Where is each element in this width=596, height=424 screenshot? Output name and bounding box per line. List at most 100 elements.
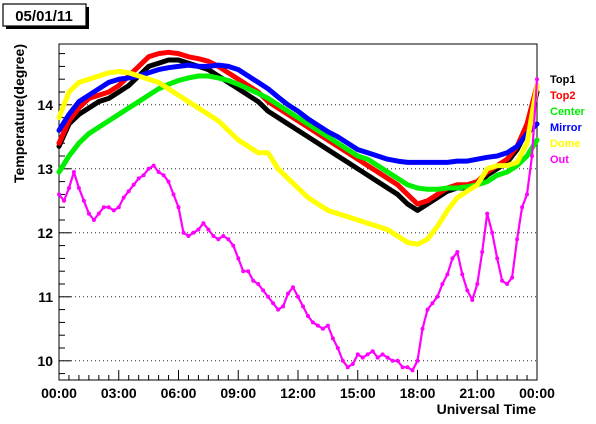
data-point	[131, 182, 136, 187]
data-point	[435, 160, 439, 164]
data-point	[346, 160, 350, 164]
series-out	[57, 77, 539, 373]
data-point	[306, 122, 310, 126]
data-point	[445, 186, 449, 190]
data-point	[216, 63, 220, 67]
data-point	[241, 269, 246, 274]
data-point	[111, 208, 116, 213]
data-point	[315, 323, 320, 328]
data-point	[410, 368, 415, 373]
data-point	[101, 205, 106, 210]
data-point	[330, 336, 335, 341]
data-point	[286, 176, 290, 180]
data-point	[226, 71, 230, 75]
data-point	[87, 93, 91, 97]
data-point	[77, 80, 81, 84]
y-tick-label: 13	[37, 161, 53, 177]
data-point	[221, 234, 226, 238]
data-point	[86, 211, 91, 216]
data-point	[465, 189, 469, 193]
data-point	[340, 358, 345, 363]
data-point	[96, 211, 101, 216]
data-point	[320, 326, 325, 331]
data-point	[97, 100, 101, 104]
x-tick-label: 00:00	[41, 385, 77, 401]
data-point	[426, 160, 429, 164]
data-point	[276, 307, 281, 312]
x-tick-label: 18:00	[400, 385, 436, 401]
data-point	[465, 185, 469, 189]
data-point	[440, 282, 445, 286]
data-point	[485, 167, 489, 171]
data-point	[246, 144, 250, 148]
data-point	[206, 64, 210, 68]
data-point	[296, 109, 300, 113]
data-point	[286, 109, 290, 113]
data-point	[336, 141, 340, 145]
data-point	[62, 198, 66, 203]
data-point	[161, 173, 166, 178]
legend-entry-dome: Dome	[550, 138, 581, 150]
data-point	[97, 74, 101, 78]
data-point	[157, 80, 161, 84]
data-point	[386, 157, 390, 161]
data-point	[246, 93, 250, 97]
y-axis-title: Temperature(degree)	[11, 44, 27, 183]
data-point	[316, 141, 320, 145]
data-point	[475, 183, 479, 187]
data-point	[77, 141, 81, 145]
data-point	[400, 365, 405, 370]
data-point	[167, 58, 170, 62]
data-point	[445, 272, 450, 277]
data-point	[216, 237, 221, 242]
data-point	[266, 294, 271, 299]
data-point	[226, 237, 231, 242]
data-point	[196, 74, 200, 78]
data-point	[465, 159, 469, 163]
data-point	[106, 205, 111, 210]
data-point	[127, 106, 131, 110]
data-point	[256, 100, 260, 104]
data-point	[211, 234, 216, 238]
data-point	[216, 119, 220, 123]
data-point	[416, 160, 419, 164]
data-point	[137, 74, 141, 78]
data-point	[126, 189, 131, 194]
data-point	[147, 64, 151, 68]
data-point	[380, 352, 385, 357]
data-point	[366, 221, 370, 225]
data-point	[157, 61, 161, 65]
data-point	[226, 79, 230, 82]
data-point	[326, 208, 330, 212]
data-point	[286, 103, 290, 107]
data-point	[191, 230, 196, 235]
data-point	[71, 170, 76, 174]
data-point	[77, 112, 81, 116]
data-point	[177, 52, 180, 56]
series-center	[56, 73, 540, 192]
data-point	[256, 151, 260, 155]
data-point	[495, 173, 499, 177]
data-point	[117, 77, 121, 81]
data-point	[396, 183, 400, 187]
data-point	[336, 135, 340, 139]
data-point	[187, 76, 190, 80]
data-point	[57, 144, 61, 148]
data-point	[206, 227, 211, 232]
data-point	[147, 55, 151, 59]
data-point	[316, 128, 320, 132]
x-tick-label: 21:00	[459, 385, 495, 401]
data-point	[107, 119, 111, 123]
data-point	[97, 125, 101, 129]
data-point	[345, 365, 350, 370]
data-point	[196, 57, 200, 61]
data-point	[336, 212, 340, 216]
data-point	[370, 349, 375, 354]
data-point	[167, 50, 170, 54]
data-point	[141, 173, 146, 178]
data-series	[56, 49, 540, 373]
data-point	[505, 164, 509, 168]
data-point	[356, 154, 360, 158]
data-point	[485, 180, 489, 184]
data-point	[281, 304, 286, 309]
